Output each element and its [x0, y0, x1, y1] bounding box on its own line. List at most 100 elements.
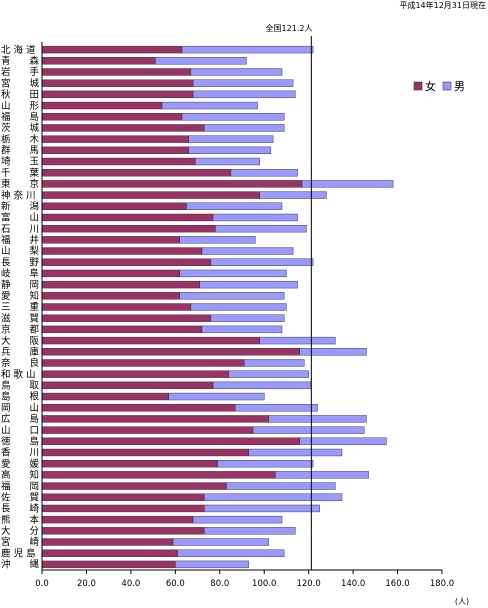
bar-male-岡山	[235, 404, 318, 412]
category-label: 秋 田	[1, 89, 39, 101]
bar-male-愛知	[179, 292, 285, 300]
bar-female-鹿児島	[41, 549, 178, 557]
bar-female-秋田	[41, 90, 194, 99]
bar-female-新潟	[41, 202, 187, 210]
bar-female-香川	[41, 448, 249, 457]
category-label: 鹿 児 島	[1, 547, 36, 559]
bar-male-高知	[275, 471, 369, 479]
bar-male-山口	[252, 426, 365, 434]
bar-male-新潟	[186, 202, 283, 210]
category-label: 大 阪	[1, 335, 40, 347]
category-label: 宮 城	[1, 77, 40, 89]
bar-male-長野	[210, 258, 314, 266]
bar-male-栃木	[188, 135, 274, 143]
legend-label-female: 女	[425, 79, 436, 93]
bar-male-大分	[204, 527, 296, 535]
x-tick-label: 180.0	[430, 579, 454, 589]
bar-female-長野	[41, 258, 212, 266]
category-label: 茨 城	[1, 122, 40, 134]
category-label: 和 歌 山	[1, 368, 36, 380]
x-tick-label: 40.0	[121, 579, 140, 589]
category-label: 愛 知	[1, 290, 39, 302]
bar-male-熊本	[192, 515, 283, 524]
bar-male-三重	[190, 303, 287, 311]
x-tick-label: 0.0	[35, 579, 49, 589]
bar-male-埼玉	[195, 157, 260, 166]
x-tick-label: 20.0	[77, 579, 96, 589]
bar-male-岐阜	[179, 269, 287, 278]
category-label: 神 奈 川	[1, 189, 36, 201]
bar-male-宮城	[192, 79, 294, 87]
x-tick-label: 80.0	[210, 579, 229, 589]
bar-female-石川	[41, 224, 216, 233]
category-label: 富 山	[1, 212, 39, 224]
bar-male-茨城	[204, 124, 285, 132]
x-axis-title: (人)	[455, 597, 469, 606]
bar-female-沖縄	[41, 560, 176, 569]
bar-male-鳥取	[212, 381, 312, 390]
x-tick-label: 100.0	[252, 579, 276, 589]
bar-male-北海道	[181, 45, 314, 54]
category-label: 岡 山	[1, 403, 39, 414]
bar-female-滋賀	[41, 314, 212, 322]
bar-female-岐阜	[41, 269, 180, 278]
bar-male-宮崎	[172, 538, 269, 546]
bar-male-大阪	[259, 336, 336, 345]
category-label: 東 京	[1, 178, 39, 190]
bar-female-佐賀	[41, 493, 205, 501]
category-label: 長 野	[1, 257, 40, 268]
bar-female-東京	[41, 180, 303, 188]
category-label: 兵 庫	[1, 346, 40, 358]
bar-male-島根	[168, 392, 265, 401]
bar-female-愛媛	[41, 460, 218, 468]
category-label: 山 梨	[1, 245, 40, 257]
bar-female-山形	[41, 101, 163, 110]
bar-male-福島	[181, 113, 285, 121]
bar-female-大分	[41, 527, 205, 535]
bar-female-富山	[41, 213, 214, 222]
bar-male-福井	[179, 236, 256, 244]
bar-female-島根	[41, 392, 169, 401]
category-label: 大 分	[1, 525, 40, 537]
bar-male-山梨	[201, 247, 294, 255]
legend-label-male: 男	[454, 80, 465, 93]
category-label: 新 潟	[1, 200, 39, 212]
bar-female-京都	[41, 325, 203, 334]
category-label: 愛 媛	[1, 458, 40, 470]
category-label: 長 崎	[1, 503, 40, 515]
bar-female-三重	[41, 303, 192, 311]
legend-swatch-female	[413, 81, 423, 91]
bar-female-奈良	[41, 359, 245, 367]
category-label: 香 川	[1, 448, 39, 459]
plot-area: 北 海 道青 森岩 手宮 城秋 田山 形福 島茨 城栃 木群 馬埼 玉千 葉東 …	[1, 36, 454, 589]
bar-female-宮崎	[41, 538, 174, 546]
category-label: 岩 手	[1, 66, 40, 78]
bar-female-高知	[41, 471, 276, 479]
category-label: 高 知	[1, 469, 39, 481]
bar-female-青森	[41, 57, 156, 65]
bar-male-和歌山	[228, 370, 309, 378]
bar-male-山形	[161, 101, 258, 110]
category-label: 熊 本	[1, 514, 40, 526]
category-label: 岐 阜	[1, 268, 39, 280]
category-label: 静 岡	[1, 279, 39, 291]
bar-female-静岡	[41, 280, 200, 289]
category-label: 滋 賀	[1, 312, 39, 324]
bar-male-石川	[215, 224, 307, 233]
category-label: 奈 良	[1, 357, 40, 369]
bar-male-秋田	[192, 90, 296, 99]
bar-male-千葉	[230, 169, 298, 177]
bar-male-京都	[201, 325, 283, 334]
category-label: 埼 玉	[1, 156, 40, 168]
bar-female-宮城	[41, 79, 194, 87]
bar-female-埼玉	[41, 157, 196, 166]
category-label: 福 島	[1, 111, 39, 123]
category-label: 島 根	[1, 391, 40, 403]
bar-male-鹿児島	[177, 549, 285, 557]
category-label: 栃 木	[1, 133, 40, 145]
bar-male-奈良	[244, 359, 305, 367]
bar-female-岡山	[41, 404, 236, 412]
bar-female-千葉	[41, 169, 232, 177]
x-tick-label: 140.0	[341, 579, 365, 589]
bar-male-静岡	[199, 280, 298, 289]
